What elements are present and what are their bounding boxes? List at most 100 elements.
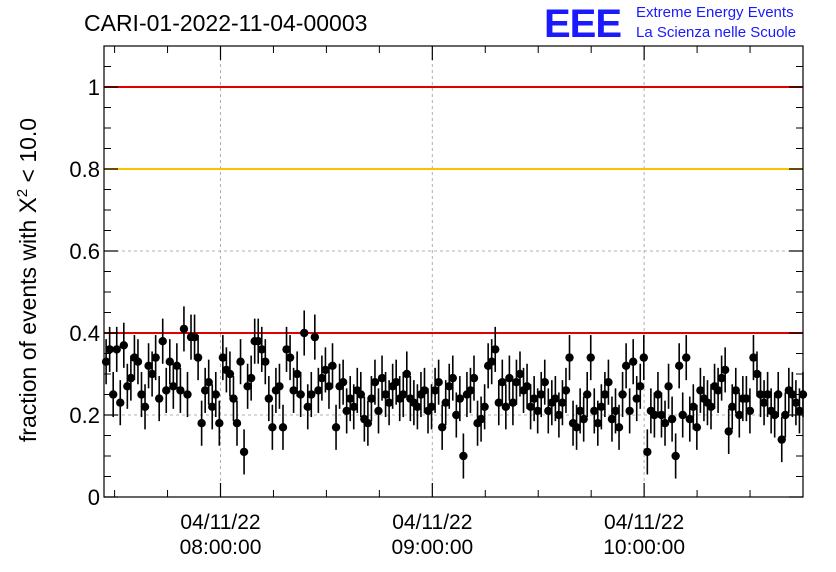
point-marker bbox=[402, 369, 411, 379]
point-marker bbox=[377, 373, 387, 383]
data-point bbox=[162, 367, 171, 413]
data-point bbox=[777, 417, 786, 463]
point-marker bbox=[678, 410, 687, 420]
point-marker bbox=[151, 353, 160, 362]
data-point bbox=[678, 392, 687, 438]
data-point bbox=[731, 367, 740, 413]
reference-lines bbox=[104, 86, 803, 334]
point-marker bbox=[515, 369, 525, 379]
data-point bbox=[724, 408, 733, 454]
data-point bbox=[621, 343, 631, 389]
point-marker bbox=[692, 423, 702, 432]
point-marker bbox=[667, 414, 677, 424]
point-marker bbox=[420, 386, 429, 395]
data-point bbox=[590, 388, 599, 434]
data-point bbox=[133, 339, 143, 385]
point-marker bbox=[204, 378, 213, 387]
point-marker bbox=[788, 390, 797, 399]
data-point bbox=[197, 400, 206, 446]
data-point bbox=[239, 429, 249, 475]
data-point bbox=[664, 363, 673, 409]
y-tick-label: 0.8 bbox=[69, 157, 100, 182]
point-marker bbox=[756, 390, 765, 399]
point-marker bbox=[200, 386, 210, 395]
point-marker bbox=[137, 390, 146, 399]
point-marker bbox=[689, 402, 698, 411]
data-point bbox=[296, 371, 305, 418]
point-marker bbox=[303, 402, 312, 411]
data-point bbox=[745, 388, 755, 434]
point-marker bbox=[494, 398, 503, 407]
data-point bbox=[165, 339, 174, 385]
data-point bbox=[512, 359, 521, 405]
data-point bbox=[713, 367, 723, 413]
data-point bbox=[561, 367, 571, 413]
point-marker bbox=[437, 423, 447, 432]
point-marker bbox=[636, 382, 645, 391]
data-point bbox=[554, 392, 564, 438]
point-marker bbox=[399, 390, 408, 399]
point-marker bbox=[208, 402, 217, 411]
point-marker bbox=[307, 390, 316, 399]
point-marker bbox=[264, 394, 274, 403]
point-marker bbox=[621, 361, 631, 370]
point-marker bbox=[289, 386, 298, 395]
data-point bbox=[476, 396, 486, 442]
point-marker bbox=[522, 382, 532, 391]
point-marker bbox=[724, 427, 733, 436]
data-point bbox=[200, 367, 210, 413]
point-marker bbox=[508, 398, 518, 407]
data-point bbox=[653, 371, 663, 418]
data-point bbox=[607, 396, 617, 442]
point-marker bbox=[628, 357, 638, 366]
point-marker bbox=[526, 402, 535, 411]
y-tick-label: 0 bbox=[88, 485, 100, 510]
y-axis-label: fraction of events with X2 < 10.0 bbox=[14, 118, 42, 442]
y-tick-label: 0.6 bbox=[69, 239, 100, 264]
point-marker bbox=[261, 357, 270, 366]
point-marker bbox=[657, 410, 666, 420]
point-marker bbox=[611, 406, 620, 416]
point-marker bbox=[172, 361, 182, 370]
data-point bbox=[119, 322, 129, 368]
data-point bbox=[445, 363, 454, 409]
point-marker bbox=[558, 398, 567, 407]
point-marker bbox=[452, 410, 461, 420]
data-point bbox=[169, 363, 178, 409]
point-marker bbox=[239, 447, 249, 457]
chart-title: CARI-01-2022-11-04-00003 bbox=[84, 10, 368, 36]
point-marker bbox=[742, 394, 751, 403]
point-marker bbox=[430, 386, 440, 395]
data-point bbox=[639, 335, 648, 381]
data-point bbox=[643, 429, 652, 475]
point-marker bbox=[618, 390, 627, 399]
point-marker bbox=[179, 324, 189, 334]
data-point bbox=[307, 371, 316, 418]
data-point bbox=[264, 376, 274, 422]
point-marker bbox=[229, 394, 238, 403]
eee-logo-icon: EEE bbox=[544, 2, 622, 46]
data-point bbox=[370, 359, 380, 405]
data-point bbox=[232, 400, 242, 446]
point-marker bbox=[728, 402, 737, 411]
data-point bbox=[123, 363, 132, 409]
data-point bbox=[498, 359, 507, 405]
point-marker bbox=[614, 423, 624, 432]
point-marker bbox=[777, 435, 786, 444]
data-point bbox=[430, 367, 440, 413]
point-marker bbox=[154, 394, 164, 403]
data-point bbox=[522, 363, 532, 409]
data-point bbox=[781, 392, 790, 438]
point-marker bbox=[597, 402, 606, 411]
data-point bbox=[236, 339, 245, 385]
data-point bbox=[791, 380, 801, 426]
data-point bbox=[402, 351, 411, 397]
point-marker bbox=[745, 406, 755, 416]
data-point bbox=[692, 404, 702, 450]
data-point bbox=[183, 371, 192, 418]
y-tick-label: 0.4 bbox=[69, 321, 100, 346]
data-point bbox=[193, 335, 203, 381]
axes: 00.20.40.60.8104/11/2208:00:0004/11/2209… bbox=[69, 45, 804, 559]
point-marker bbox=[795, 406, 804, 416]
